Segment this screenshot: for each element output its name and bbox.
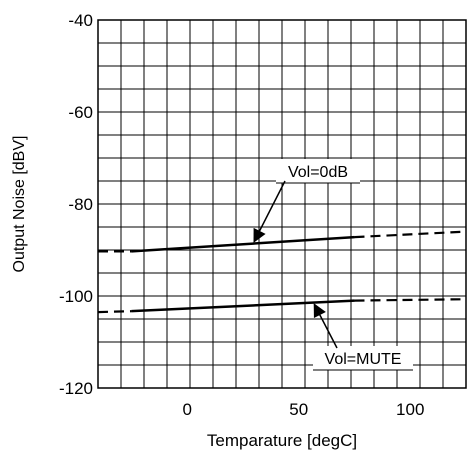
- x-tick-label: 0: [182, 400, 191, 419]
- y-tick-label: -80: [68, 195, 93, 214]
- series-solid-line: [131, 299, 355, 313]
- series-dashed-line: [354, 298, 467, 302]
- legend-label-bg-vol-0db: [276, 159, 360, 183]
- legend-label-vol-mute: Vol=MUTE: [325, 351, 402, 368]
- x-tick-label: 50: [289, 400, 308, 419]
- series-lines: [97, 230, 467, 314]
- series-solid-line: [131, 235, 355, 253]
- y-tick-label: -120: [59, 379, 93, 398]
- series-dashed-line: [354, 230, 467, 239]
- x-axis-label: Temparature [degC]: [207, 431, 357, 450]
- arrow-vol-0db: [253, 180, 286, 243]
- arrow-vol-mute: [313, 303, 338, 349]
- x-tick-label: 100: [396, 400, 424, 419]
- legend-label-vol-0db: Vol=0dB: [288, 164, 348, 181]
- grid: [98, 20, 466, 388]
- y-axis-label: Output Noise [dBV]: [11, 136, 28, 273]
- y-tick-label: -40: [68, 11, 93, 30]
- series-dashed-line: [97, 310, 132, 314]
- tick-labels: -120 -100 -80 -60 -40 0 50 100: [59, 11, 424, 419]
- legend-label-bg-vol-mute: [313, 346, 413, 370]
- y-tick-label: -100: [59, 287, 93, 306]
- annotations: Vol=0dB Vol=MUTE: [253, 159, 413, 371]
- y-tick-label: -60: [68, 103, 93, 122]
- axis-ticks: [97, 19, 467, 389]
